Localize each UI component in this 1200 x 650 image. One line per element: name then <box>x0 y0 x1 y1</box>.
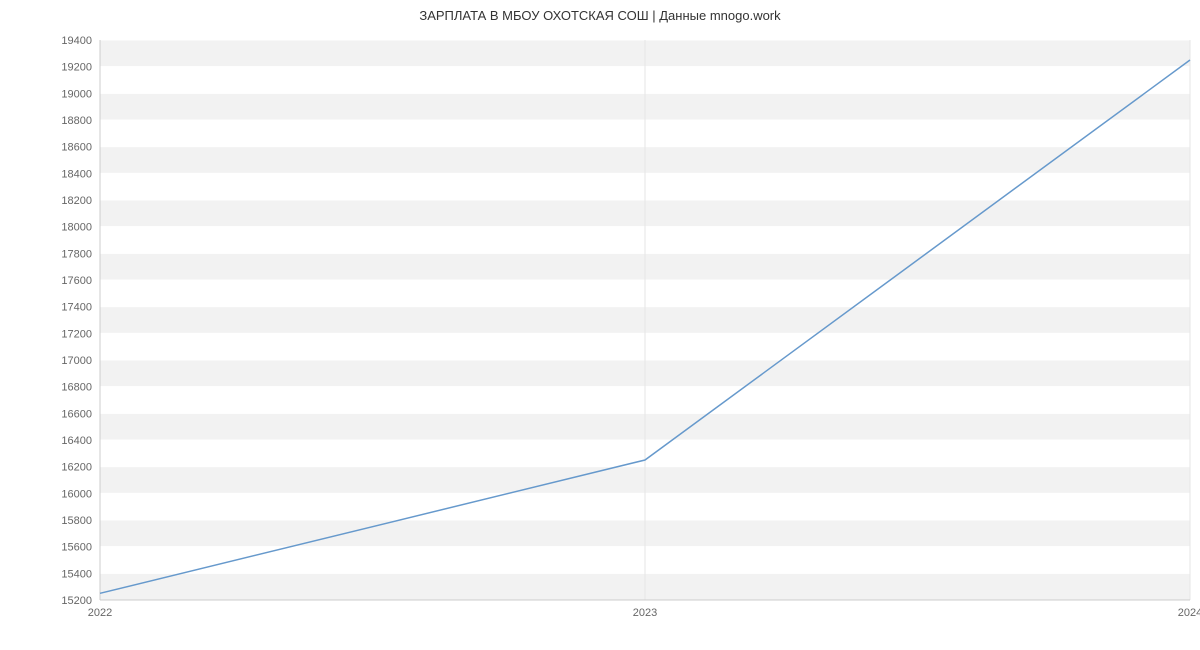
y-tick-label: 16400 <box>61 435 92 447</box>
y-tick-label: 18600 <box>61 142 92 154</box>
y-tick-label: 19200 <box>61 62 92 74</box>
y-tick-label: 18400 <box>61 168 92 180</box>
y-tick-label: 17600 <box>61 275 92 287</box>
y-tick-label: 18000 <box>61 222 92 234</box>
y-tick-label: 17400 <box>61 302 92 314</box>
y-tick-label: 18200 <box>61 195 92 207</box>
salary-line-chart: ЗАРПЛАТА В МБОУ ОХОТСКАЯ СОШ | Данные mn… <box>0 0 1200 650</box>
y-tick-label: 15600 <box>61 542 92 554</box>
x-tick-label: 2024 <box>1178 607 1200 619</box>
y-tick-label: 19000 <box>61 88 92 100</box>
y-tick-label: 16000 <box>61 488 92 500</box>
chart-svg: 15200 15400 15600 15800 16000 16200 16400 16600… <box>0 0 1200 650</box>
y-tick-label: 17200 <box>61 328 92 340</box>
y-tick-label: 16800 <box>61 382 92 394</box>
y-tick-label: 15400 <box>61 568 92 580</box>
y-tick-label: 17000 <box>61 355 92 367</box>
y-tick-label: 16600 <box>61 408 92 420</box>
y-tick-label: 15200 <box>61 595 92 607</box>
x-tick-label: 2022 <box>88 607 112 619</box>
y-tick-label: 16200 <box>61 462 92 474</box>
y-tick-label: 15800 <box>61 515 92 527</box>
y-tick-label: 18800 <box>61 115 92 127</box>
y-tick-label: 17800 <box>61 248 92 260</box>
y-tick-label: 19400 <box>61 35 92 47</box>
x-tick-label: 2023 <box>633 607 657 619</box>
chart-title: ЗАРПЛАТА В МБОУ ОХОТСКАЯ СОШ | Данные mn… <box>0 8 1200 23</box>
